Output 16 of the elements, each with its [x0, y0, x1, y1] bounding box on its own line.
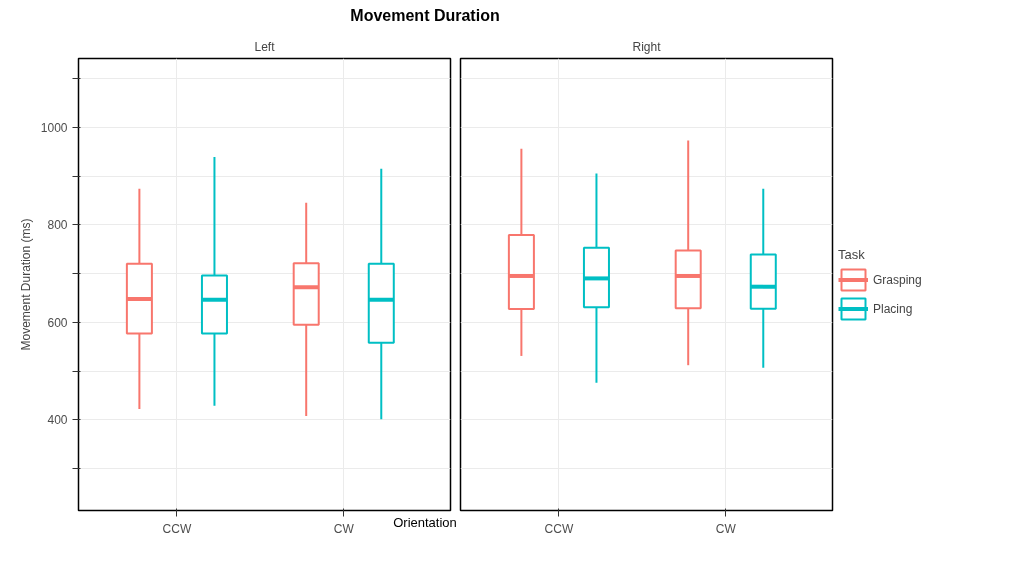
legend-label: Grasping	[873, 272, 922, 287]
legend-title: Task	[838, 246, 866, 262]
legend-label: Placing	[873, 301, 913, 316]
y-axis-title: Movement Duration (ms)	[18, 218, 33, 351]
y-tick-label: 1000	[40, 120, 68, 135]
x-axis-title: Orientation	[393, 514, 457, 532]
x-tick-label: CCW	[544, 521, 574, 536]
chart-title: Movement Duration	[350, 6, 500, 26]
y-tick-label: 400	[47, 413, 68, 428]
y-tick-label: 600	[47, 315, 68, 330]
y-tick-label: 800	[47, 218, 68, 233]
chart-subtitle: Right	[632, 39, 662, 54]
x-tick-label: CCW	[162, 521, 192, 536]
x-tick-label: CW	[715, 521, 737, 536]
chart-subtitle: Left	[254, 39, 276, 54]
x-tick-label: CW	[333, 521, 355, 536]
